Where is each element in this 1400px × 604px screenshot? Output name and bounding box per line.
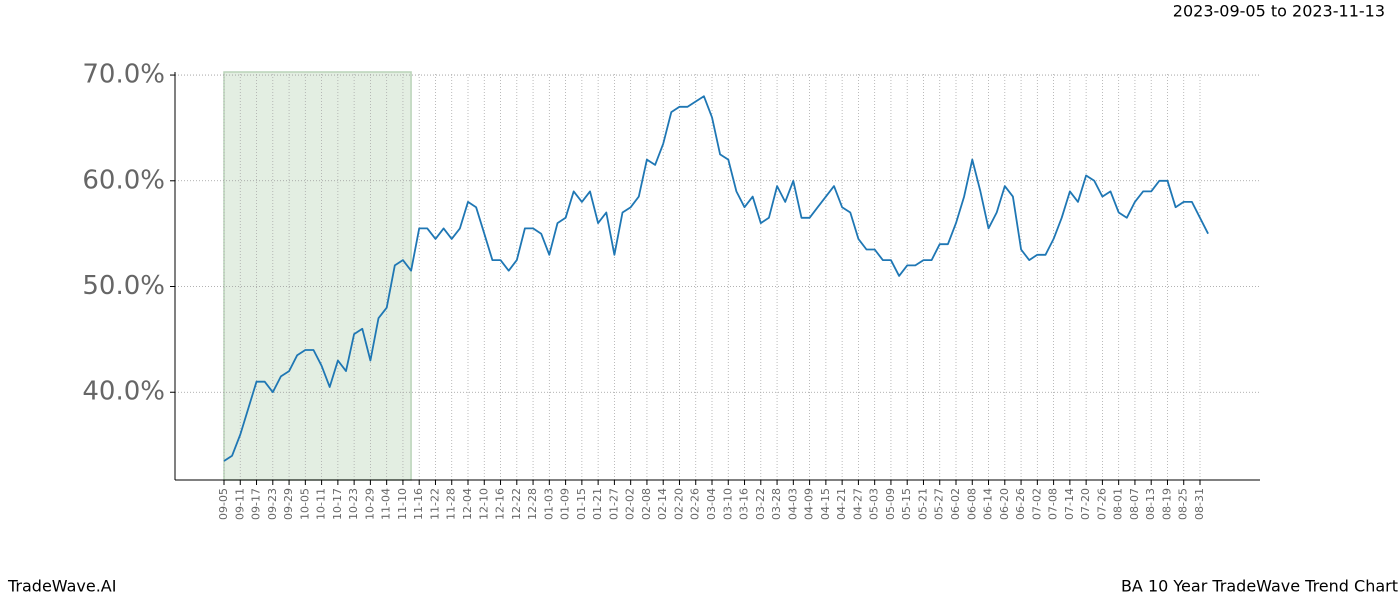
x-tick-label: 07-02 bbox=[1030, 488, 1043, 520]
x-tick-label: 04-03 bbox=[786, 488, 799, 520]
x-tick-label: 09-17 bbox=[250, 488, 263, 520]
y-tick-label: 70.0% bbox=[82, 60, 165, 90]
x-tick-label: 10-23 bbox=[347, 488, 360, 520]
x-tick-label: 07-08 bbox=[1047, 488, 1060, 520]
x-tick-label: 08-31 bbox=[1193, 488, 1206, 520]
x-tick-label: 07-14 bbox=[1063, 488, 1076, 520]
x-tick-label: 03-10 bbox=[721, 488, 734, 520]
x-tick-label: 08-07 bbox=[1128, 488, 1141, 520]
x-tick-label: 06-14 bbox=[982, 488, 995, 520]
x-tick-label: 03-22 bbox=[754, 488, 767, 520]
x-tick-label: 10-17 bbox=[331, 488, 344, 520]
x-tick-label: 09-11 bbox=[233, 488, 246, 520]
x-tick-label: 07-26 bbox=[1095, 488, 1108, 520]
x-tick-label: 06-20 bbox=[998, 488, 1011, 520]
x-tick-label: 06-08 bbox=[965, 488, 978, 520]
y-tick-label: 50.0% bbox=[82, 271, 165, 301]
x-tick-label: 02-14 bbox=[656, 488, 669, 520]
x-tick-label: 10-05 bbox=[298, 488, 311, 520]
x-tick-label: 01-27 bbox=[607, 488, 620, 520]
x-tick-label: 09-29 bbox=[282, 488, 295, 520]
x-tick-label: 12-28 bbox=[526, 488, 539, 520]
x-tick-label: 11-22 bbox=[428, 488, 441, 520]
x-tick-label: 01-15 bbox=[575, 488, 588, 520]
x-tick-label: 02-26 bbox=[689, 488, 702, 520]
x-tick-label: 08-01 bbox=[1112, 488, 1125, 520]
x-tick-label: 10-29 bbox=[363, 488, 376, 520]
x-tick-label: 01-21 bbox=[591, 488, 604, 520]
x-tick-label: 08-19 bbox=[1160, 488, 1173, 520]
x-tick-label: 03-28 bbox=[770, 488, 783, 520]
x-tick-label: 02-08 bbox=[640, 488, 653, 520]
x-tick-label: 04-15 bbox=[819, 488, 832, 520]
x-tick-label: 05-15 bbox=[900, 488, 913, 520]
chart-title: BA 10 Year TradeWave Trend Chart bbox=[1121, 577, 1398, 596]
x-tick-label: 05-27 bbox=[933, 488, 946, 520]
brand: TradeWave.AI bbox=[7, 577, 116, 596]
x-tick-label: 04-09 bbox=[803, 488, 816, 520]
x-tick-label: 11-10 bbox=[396, 488, 409, 520]
x-tick-label: 01-03 bbox=[542, 488, 555, 520]
x-tick-label: 11-16 bbox=[412, 488, 425, 520]
shaded-region bbox=[223, 71, 412, 481]
x-tick-label: 08-25 bbox=[1177, 488, 1190, 520]
trend-line bbox=[223, 95, 1209, 462]
x-tick-label: 03-16 bbox=[738, 488, 751, 520]
x-tick-label: 10-11 bbox=[315, 488, 328, 520]
x-tick-label: 12-16 bbox=[494, 488, 507, 520]
x-tick-label: 06-02 bbox=[949, 488, 962, 520]
x-tick-label: 11-04 bbox=[380, 488, 393, 520]
x-tick-label: 09-05 bbox=[217, 488, 230, 520]
x-tick-label: 06-26 bbox=[1014, 488, 1027, 520]
x-tick-label: 04-27 bbox=[851, 488, 864, 520]
x-tick-label: 02-20 bbox=[672, 488, 685, 520]
y-tick-label: 40.0% bbox=[82, 377, 165, 407]
x-tick-label: 05-09 bbox=[884, 488, 897, 520]
x-tick-label: 05-03 bbox=[868, 488, 881, 520]
x-tick-label: 04-21 bbox=[835, 488, 848, 520]
x-tick-label: 08-13 bbox=[1144, 488, 1157, 520]
x-tick-label: 02-02 bbox=[624, 488, 637, 520]
x-tick-label: 07-20 bbox=[1079, 488, 1092, 520]
y-tick-label: 60.0% bbox=[82, 165, 165, 195]
range-label: 2023-09-05 to 2023-11-13 bbox=[1173, 2, 1385, 21]
x-tick-label: 01-09 bbox=[559, 488, 572, 520]
x-tick-label: 12-10 bbox=[477, 488, 490, 520]
x-tick-label: 12-22 bbox=[510, 488, 523, 520]
x-tick-label: 09-23 bbox=[266, 488, 279, 520]
x-tick-label: 05-21 bbox=[916, 488, 929, 520]
x-tick-label: 12-04 bbox=[461, 488, 474, 520]
x-tick-label: 11-28 bbox=[445, 488, 458, 520]
x-tick-label: 03-04 bbox=[705, 488, 718, 520]
